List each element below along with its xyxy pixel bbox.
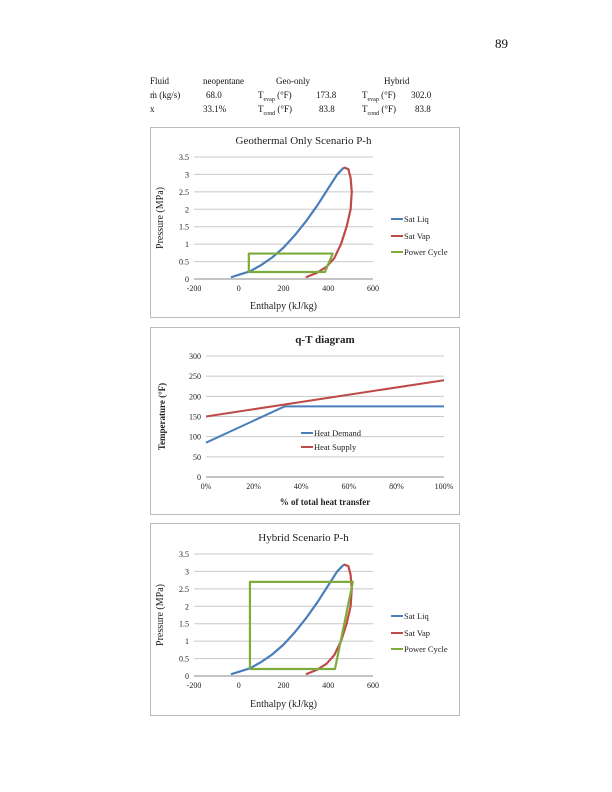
y-tick-label: 0.5: [179, 258, 189, 267]
qt-diagram-chart: 0 50 100 150 200 250 300 0% 20% 40% 60% 80% 100% q-T …: [150, 327, 460, 515]
geo-tevap-label: Tevap (°F): [258, 90, 292, 103]
legend-label-power-cycle: Power Cycle: [404, 247, 448, 257]
y-tick-label: 1: [185, 240, 189, 249]
x-label: x: [150, 104, 155, 114]
chart-title: q-T diagram: [295, 334, 354, 346]
x-axis-label: Enthalpy (kJ/kg): [250, 301, 317, 312]
y-tick-label: 2.5: [179, 585, 189, 594]
x-tick-label: 200: [278, 284, 290, 293]
geothermal-ph-chart: 0 0.5 1 1.5 2 2.5 3 3.5 -200 0 200 400 600 Geothermal…: [150, 127, 460, 318]
y-tick-label: 50: [193, 453, 201, 462]
series-line-power-cycle: [247, 252, 334, 274]
hybrid-ph-chart: 0 0.5 1 1.5 2 2.5 3 3.5 -200 0 200 400 600 Hybrid Sce…: [150, 523, 460, 716]
legend-label-power-cycle: Power Cycle: [404, 644, 448, 654]
x-tick-label: 60%: [341, 482, 356, 491]
y-tick-label: 0: [185, 672, 189, 681]
y-axis-label: Pressure (MPa): [155, 187, 166, 249]
y-tick-label: 2.5: [179, 188, 189, 197]
y-tick-label: 1.5: [179, 620, 189, 629]
chart-title: Hybrid Scenario P-h: [258, 532, 349, 544]
x-tick-label: 20%: [246, 482, 261, 491]
geo-tcond-value: 83.8: [319, 104, 335, 114]
hybrid-tcond-label: Tcond (°F): [362, 104, 397, 117]
legend-label-sat-liq: Sat Liq: [404, 214, 430, 224]
x-tick-label: 200: [278, 681, 290, 690]
mdot-label: ṁ (kg/s): [150, 90, 181, 100]
y-tick-label: 1.5: [179, 223, 189, 232]
x-tick-label: 0: [237, 681, 241, 690]
x-tick-label: 0%: [201, 482, 212, 491]
y-tick-label: 3: [185, 170, 189, 179]
hybrid-header: Hybrid: [384, 76, 410, 86]
y-tick-label: 200: [189, 392, 201, 401]
legend-label-heat-demand: Heat Demand: [314, 428, 362, 438]
y-tick-label: 2: [185, 205, 189, 214]
x-tick-label: -200: [187, 681, 202, 690]
y-tick-label: 2: [185, 602, 189, 611]
legend-label-sat-liq: Sat Liq: [404, 611, 430, 621]
x-tick-label: 600: [367, 681, 379, 690]
legend-label-heat-supply: Heat Supply: [314, 442, 357, 452]
y-tick-label: 150: [189, 413, 201, 422]
x-tick-label: 80%: [389, 482, 404, 491]
geo-tcond-label: Tcond (°F): [258, 104, 293, 117]
x-axis-label: % of total heat transfer: [280, 497, 370, 507]
y-tick-label: 250: [189, 372, 201, 381]
x-axis-label: Enthalpy (kJ/kg): [250, 699, 317, 710]
y-tick-label: 300: [189, 352, 201, 361]
y-axis-label: Pressure (MPa): [155, 584, 166, 646]
y-tick-label: 0.5: [179, 655, 189, 664]
y-tick-label: 1: [185, 637, 189, 646]
page-number: 89: [495, 36, 508, 51]
y-axis-label: Temperature (°F): [157, 383, 167, 450]
x-tick-label: 40%: [294, 482, 309, 491]
hybrid-tevap-label: Tevap (°F): [362, 90, 396, 103]
hybrid-tcond-value: 83.8: [415, 104, 431, 114]
fluid-value: neopentane: [203, 76, 244, 86]
series-line-sat-liq: [230, 563, 345, 676]
y-tick-label: 3: [185, 567, 189, 576]
mdot-value: 68.0: [206, 90, 222, 100]
series-line-heat-supply: [205, 379, 445, 418]
x-tick-label: 600: [367, 284, 379, 293]
y-tick-label: 0: [185, 275, 189, 284]
fluid-label: Fluid: [150, 76, 170, 86]
y-tick-label: 3.5: [179, 153, 189, 162]
geo-header: Geo-only: [276, 76, 310, 86]
chart-title: Geothermal Only Scenario P-h: [236, 135, 372, 147]
legend-label-sat-vap: Sat Vap: [404, 628, 430, 638]
y-tick-label: 3.5: [179, 550, 189, 559]
x-value: 33.1%: [203, 104, 227, 114]
x-tick-label: -200: [187, 284, 202, 293]
legend-label-sat-vap: Sat Vap: [404, 231, 430, 241]
x-tick-label: 100%: [435, 482, 454, 491]
geo-tevap-value: 173.8: [316, 90, 337, 100]
y-tick-label: 100: [189, 433, 201, 442]
hybrid-tevap-value: 302.0: [411, 90, 432, 100]
x-tick-label: 0: [237, 284, 241, 293]
x-tick-label: 400: [322, 284, 334, 293]
x-tick-label: 400: [322, 681, 334, 690]
y-tick-label: 0: [197, 473, 201, 482]
